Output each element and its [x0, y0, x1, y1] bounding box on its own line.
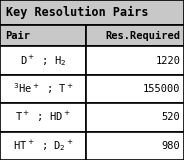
Text: Key Resolution Pairs: Key Resolution Pairs — [6, 6, 148, 19]
Bar — [0, 25, 86, 46]
Text: T$^+$ ; HD$^+$: T$^+$ ; HD$^+$ — [15, 110, 71, 124]
Text: 1220: 1220 — [155, 56, 180, 66]
Bar — [86, 132, 184, 160]
Text: 980: 980 — [162, 141, 180, 151]
Bar — [0, 46, 86, 75]
Bar — [86, 103, 184, 132]
Text: Res.Required: Res.Required — [105, 31, 180, 41]
Bar — [86, 75, 184, 103]
Text: $^3$He$^+$ ; T$^+$: $^3$He$^+$ ; T$^+$ — [13, 82, 74, 96]
Text: 520: 520 — [162, 112, 180, 122]
Bar — [0, 75, 86, 103]
Text: Pair: Pair — [6, 31, 31, 41]
Text: D$^+$ ; H$_2$: D$^+$ ; H$_2$ — [20, 53, 66, 68]
Bar — [0, 103, 86, 132]
Bar — [86, 46, 184, 75]
Bar — [0, 0, 184, 25]
Bar — [0, 132, 86, 160]
Text: HT$^+$ ; D$_2$$^+$: HT$^+$ ; D$_2$$^+$ — [13, 138, 74, 153]
Bar — [86, 25, 184, 46]
Text: 155000: 155000 — [143, 84, 180, 94]
